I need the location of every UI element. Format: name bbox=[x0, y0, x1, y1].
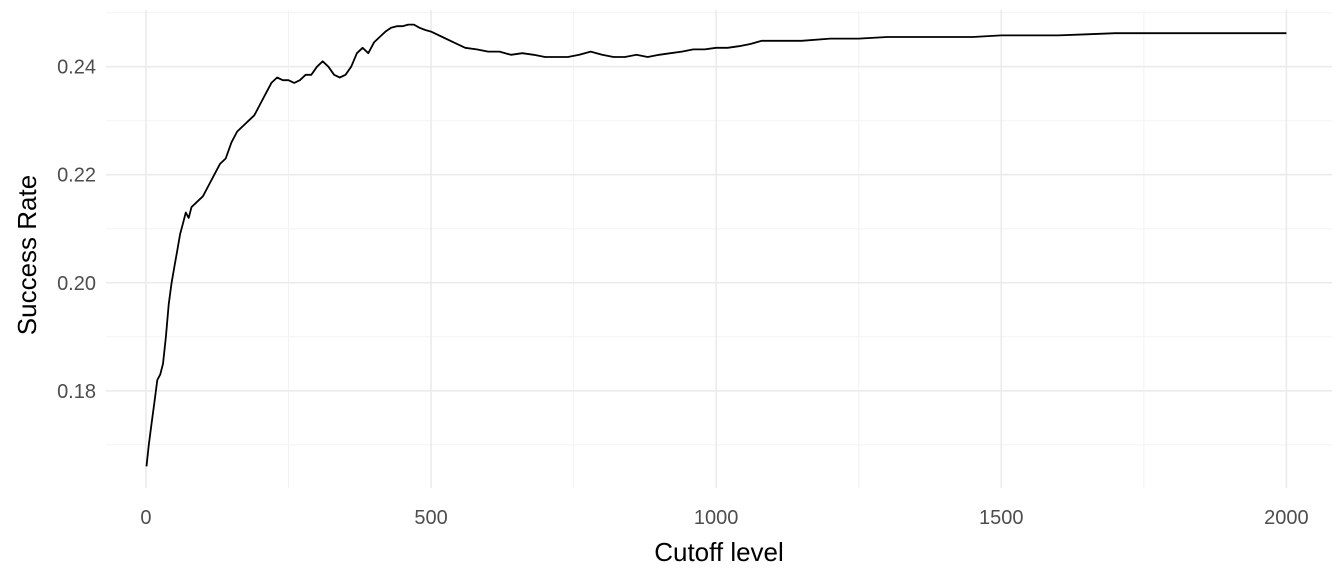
grid-lines bbox=[106, 10, 1332, 488]
x-tick-label: 1500 bbox=[979, 507, 1024, 529]
x-tick-label: 1000 bbox=[694, 507, 739, 529]
x-tick-label: 2000 bbox=[1264, 507, 1309, 529]
y-axis-ticks: 0.18 0.20 0.22 0.24 bbox=[57, 57, 96, 403]
y-tick-label: 0.24 bbox=[57, 57, 96, 79]
series-line bbox=[145, 23, 1287, 467]
series-group bbox=[145, 23, 1287, 467]
y-tick-label: 0.20 bbox=[57, 273, 96, 295]
x-axis-title: Cutoff level bbox=[654, 537, 784, 567]
y-tick-label: 0.18 bbox=[57, 381, 96, 403]
x-tick-label: 500 bbox=[414, 507, 447, 529]
y-tick-label: 0.22 bbox=[57, 165, 96, 187]
x-tick-label: 0 bbox=[140, 507, 151, 529]
x-axis-ticks: 0 500 1000 1500 2000 bbox=[140, 507, 1308, 529]
y-axis-title: Success Rate bbox=[12, 175, 42, 335]
